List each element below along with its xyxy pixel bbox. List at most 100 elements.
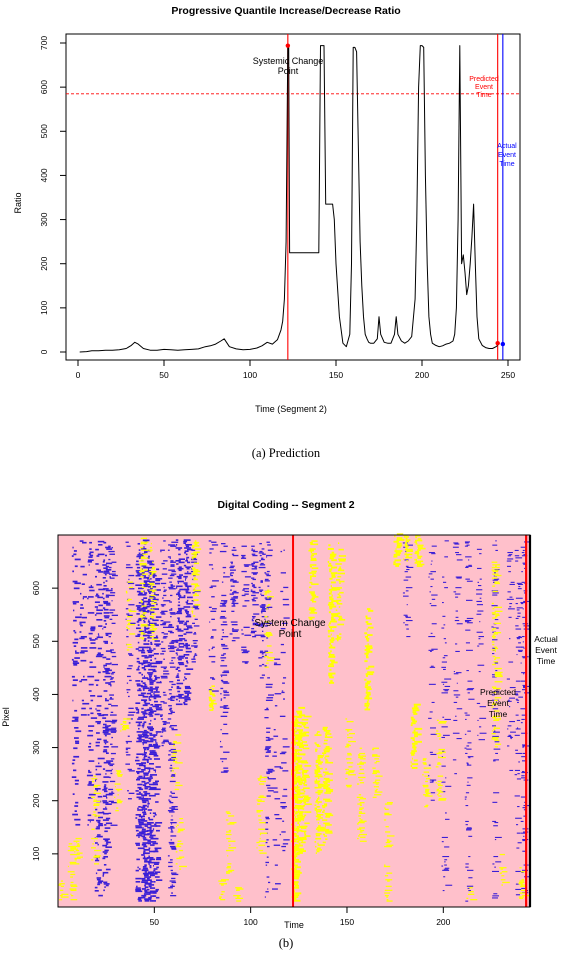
chart-b-low-band-cell (177, 617, 180, 619)
chart-b-high-band-cell (372, 772, 377, 775)
chart-b-high-band-cell (291, 754, 297, 757)
chart-b-high-band-cell (414, 541, 417, 543)
chart-b-low-band-cell (152, 598, 159, 601)
chart-b-low-band-cell (252, 550, 258, 553)
chart-b-high-band-cell (298, 734, 305, 737)
chart-b-high-band-cell (315, 774, 322, 776)
chart-b-low-band-cell (244, 634, 252, 636)
chart-b-low-band-cell (522, 689, 526, 691)
chart-b-low-band-cell (493, 691, 499, 693)
chart-b-high-band-cell (411, 753, 415, 756)
chart-b-low-band-cell (184, 622, 188, 624)
chart-b-high-band-cell (142, 612, 147, 614)
chart-b-low-band-cell (108, 788, 114, 791)
chart-b-low-band-cell (142, 716, 148, 718)
chart-b-high-band-cell (293, 758, 300, 761)
chart-b-low-band-cell (491, 605, 498, 607)
chart-b-high-band-cell (365, 654, 369, 657)
chart-b-low-band-cell (522, 608, 524, 610)
chart-b-low-band-cell (272, 839, 278, 841)
chart-b-low-band-cell (109, 609, 116, 611)
chart-b-low-band-cell (441, 736, 445, 738)
chart-b-low-band-cell (476, 604, 483, 606)
chart-b-low-band-cell (138, 665, 140, 668)
chart-b-high-band-cell (303, 753, 306, 756)
chart-b-low-band-cell (152, 812, 156, 814)
chart-b-high-band-cell (346, 771, 354, 773)
chart-b-low-band-cell (156, 866, 159, 869)
chart-b-low-band-cell (223, 723, 228, 725)
chart-b-low-band-cell (141, 894, 147, 897)
chart-b-high-band-cell (265, 651, 273, 654)
chart-b-high-band-cell (292, 723, 298, 725)
chart-b-low-band-cell (192, 640, 198, 642)
chart-b-high-band-cell (414, 735, 418, 738)
chart-b-low-band-cell (142, 801, 147, 804)
chart-b-high-band-cell (127, 624, 135, 626)
chart-b-low-band-cell (477, 581, 479, 583)
chart-b-high-band-cell (492, 643, 495, 646)
chart-b-low-band-cell (273, 735, 279, 737)
chart-b-high-band-cell (292, 849, 299, 852)
chart-b-low-band-cell (82, 596, 87, 598)
chart-b-high-band-cell (178, 856, 185, 858)
chart-b-low-band-cell (170, 828, 173, 830)
chart-b-low-band-cell (265, 864, 268, 866)
chart-b-low-band-cell (266, 727, 271, 729)
chart-b-low-band-cell (106, 760, 114, 762)
chart-b-high-band-cell (325, 779, 333, 782)
chart-b-low-band-cell (169, 557, 171, 559)
chart-b-low-band-cell (152, 680, 156, 682)
chart-b-high-band-cell (174, 762, 183, 764)
chart-b-low-band-cell (441, 726, 448, 728)
chart-b-low-band-cell (465, 820, 469, 822)
chart-b-low-band-cell (97, 843, 99, 846)
chart-b-low-band-cell (441, 841, 444, 843)
chart-b-high-band-cell (323, 771, 329, 774)
chart-b-low-band-cell (521, 732, 528, 734)
chart-b-low-band-cell (522, 752, 527, 754)
chart-b-high-band-cell (494, 671, 503, 674)
chart-b-high-band-cell (93, 803, 100, 805)
chart-b-low-band-cell (163, 589, 167, 591)
chart-b-high-band-cell (151, 613, 157, 615)
chart-b-low-band-cell (185, 601, 188, 603)
chart-b-low-band-cell (153, 665, 157, 668)
chart-b-low-band-cell (144, 627, 149, 630)
chart-b-high-band-cell (347, 734, 349, 736)
chart-b-low-band-cell (521, 581, 525, 583)
chart-b-low-band-cell (167, 718, 172, 720)
chart-b-low-band-cell (178, 569, 182, 572)
chart-b-low-band-cell (140, 820, 148, 822)
chart-b-low-band-cell (515, 646, 523, 648)
chart-b-high-band-cell (298, 839, 304, 841)
chart-b-high-band-cell (61, 896, 69, 898)
chart-b-low-band-cell (169, 650, 175, 652)
chart-b-high-band-cell (150, 586, 153, 589)
chart-b-low-band-cell (149, 836, 154, 838)
chart-b-low-band-cell (445, 785, 452, 787)
chart-b-low-band-cell (135, 877, 142, 880)
chart-b-high-band-cell (359, 807, 364, 809)
chart-b-low-band-cell (74, 737, 79, 739)
chart-b-low-band-cell (467, 781, 469, 783)
chart-b-high-band-cell (123, 725, 129, 727)
chart-b-low-band-cell (128, 622, 136, 624)
chart-b-high-band-cell (292, 795, 298, 798)
chart-b-high-band-cell (139, 616, 146, 618)
chart-b-high-band-cell (329, 605, 337, 608)
chart-b-low-band-cell (193, 642, 197, 644)
chart-b-low-band-cell (160, 624, 166, 626)
chart-b-low-band-cell (155, 825, 161, 827)
chart-b-low-band-cell (178, 577, 182, 580)
chart-b-low-band-cell (135, 721, 143, 724)
chart-b-low-band-cell (163, 600, 170, 602)
chart-b-low-band-cell (445, 884, 453, 886)
chart-b-high-band-cell (339, 617, 343, 619)
chart-b-high-band-cell (309, 612, 318, 614)
chart-b-high-band-cell (331, 661, 338, 664)
chart-b-high-band-cell (356, 783, 360, 785)
chart-b-high-band-cell (117, 800, 123, 802)
chart-b-low-band-cell (465, 556, 472, 558)
chart-b-high-band-cell (316, 818, 320, 821)
